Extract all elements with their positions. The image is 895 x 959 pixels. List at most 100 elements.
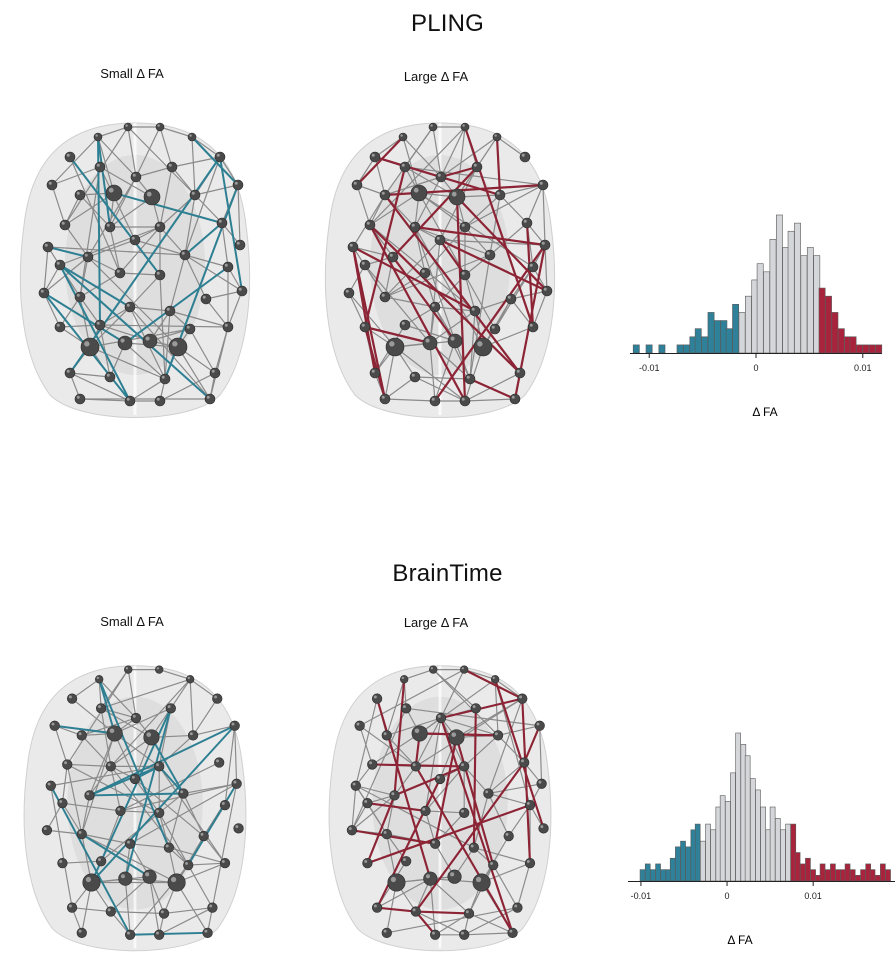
network-edge: [171, 166, 196, 196]
network-node: [95, 675, 104, 684]
large-delta-edge: [376, 778, 441, 909]
network-node: [519, 151, 531, 163]
node-highlight: [211, 369, 215, 373]
node-highlight: [430, 667, 434, 670]
node-highlight: [470, 844, 474, 848]
network-node: [492, 730, 504, 741]
node-highlight: [127, 931, 130, 935]
node-highlight: [165, 844, 169, 848]
node-highlight: [514, 904, 518, 908]
network-edge: [134, 239, 186, 256]
network-node: [59, 219, 71, 231]
node-highlight: [451, 191, 457, 197]
network-edge: [476, 136, 498, 168]
node-highlight: [170, 876, 177, 883]
node-highlight: [146, 732, 152, 737]
small-delta-edge: [43, 292, 126, 344]
node-highlight: [462, 124, 465, 127]
network-node: [541, 285, 553, 297]
network-edge: [191, 136, 196, 196]
histogram-bar: [825, 295, 832, 354]
node-highlight: [432, 931, 435, 935]
node-highlight: [436, 775, 440, 779]
network-node: [186, 675, 195, 684]
node-highlight: [465, 910, 469, 914]
network-node: [74, 291, 86, 303]
network-node: [369, 367, 381, 379]
network-edge: [463, 734, 499, 767]
network-node: [219, 799, 231, 811]
network-node: [130, 171, 142, 183]
network-edge: [542, 184, 546, 246]
network-edge: [110, 766, 122, 812]
network-node: [49, 720, 60, 731]
network-edge: [415, 717, 442, 767]
large-delta-edge: [363, 326, 387, 400]
network-node: [189, 189, 201, 201]
node-highlight: [425, 338, 430, 343]
large-delta-edge: [415, 910, 470, 915]
network-edge: [43, 264, 61, 294]
histogram-bar: [805, 857, 811, 882]
network-edge: [120, 761, 220, 812]
network-edge: [89, 346, 166, 380]
small-delta-edge: [124, 708, 172, 879]
network-node: [539, 239, 551, 251]
node-highlight: [206, 395, 210, 399]
network-node: [399, 161, 411, 173]
network-node: [470, 703, 481, 714]
network-edge: [119, 272, 161, 276]
network-node: [64, 151, 76, 163]
network-edge: [87, 239, 136, 258]
network-node: [527, 261, 539, 273]
network-edge: [414, 226, 426, 274]
histogram-bar: [738, 312, 746, 354]
histogram-bar: [639, 869, 646, 882]
network-node: [167, 873, 186, 892]
network-node: [118, 871, 133, 886]
network-node: [154, 761, 165, 772]
network-node: [129, 234, 141, 246]
network-node: [362, 798, 373, 809]
histogram-bar: [683, 344, 690, 354]
histogram-bar: [707, 312, 715, 354]
histogram-bar: [780, 829, 786, 882]
network-node: [389, 790, 400, 801]
histogram-bar: [800, 255, 808, 354]
network-edge: [158, 793, 184, 814]
small-delta-edge: [124, 266, 229, 344]
network-edge: [496, 136, 526, 158]
network-edge: [59, 296, 81, 328]
network-edge: [440, 126, 466, 178]
node-highlight: [120, 338, 125, 343]
network-edge: [194, 184, 239, 196]
histogram-bar: [669, 857, 676, 882]
network-node: [430, 838, 441, 849]
histogram-bar: [755, 789, 761, 882]
network-edge: [440, 669, 465, 719]
network-node: [514, 367, 526, 379]
small-delta-edge: [90, 725, 236, 884]
network-edge: [159, 669, 191, 680]
network-edge: [135, 126, 161, 178]
network-edge: [429, 878, 436, 935]
network-edge: [127, 126, 196, 196]
network-edge: [384, 296, 436, 308]
network-edge: [355, 698, 378, 786]
network-edge: [532, 290, 548, 328]
node-highlight: [414, 728, 420, 734]
network-edge: [51, 136, 99, 186]
large-delta-edge: [414, 761, 526, 913]
large-delta-fa-label: Large Δ FA: [403, 69, 469, 84]
node-highlight: [383, 732, 387, 736]
large-delta-edge: [414, 225, 546, 247]
network-edge: [129, 306, 211, 400]
network-edge: [87, 256, 121, 274]
network-edge: [124, 878, 131, 935]
network-node: [492, 132, 502, 142]
node-highlight: [221, 801, 225, 805]
node-highlight: [168, 163, 172, 167]
network-node: [187, 730, 199, 741]
network-edge: [191, 136, 221, 158]
network-node: [178, 788, 189, 799]
